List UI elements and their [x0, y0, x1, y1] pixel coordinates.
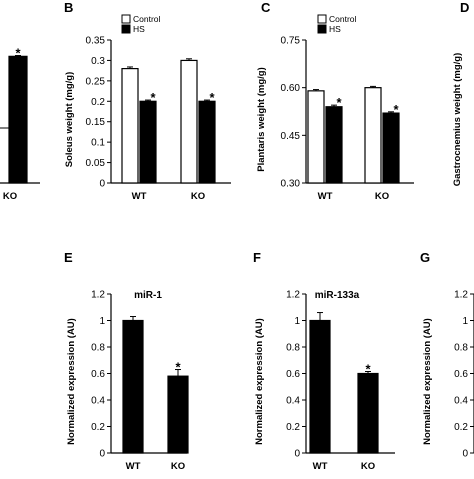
panel-c-y-tick-label: 0.30: [281, 179, 301, 190]
panel-f-y-tick-label: 0.4: [286, 396, 300, 407]
panel-g-y-tick-label: 0.4: [454, 396, 468, 407]
panel-d-y-label: Gastrocnemius weight (mg/g): [452, 53, 463, 187]
panel-b-legend-label: Control: [133, 14, 161, 24]
panel-c-significance-star: *: [336, 95, 342, 110]
panel-c-significance-star: *: [393, 102, 399, 117]
panel-c-bar: [307, 90, 325, 184]
panel-b-y-tick-label: 0.2: [91, 97, 105, 108]
panel-c-bar: [364, 87, 382, 184]
panel-e-title: miR-1: [134, 290, 162, 301]
panel-c-y-tick-label: 0.45: [281, 131, 301, 142]
panel-g-y-tick-label: 0.6: [454, 369, 468, 380]
panel-g-y-tick-label: 0: [462, 449, 468, 460]
panel-b-y-tick-label: 0.05: [86, 158, 106, 169]
panel-b-legend-label: HS: [133, 24, 145, 34]
panel-f-y-label: Normalized expression (AU): [254, 318, 265, 445]
panel-e-y-tick-label: 0: [99, 449, 105, 460]
panel-f-y-tick-label: 0.8: [286, 343, 300, 354]
panel-e-y-tick-label: 1.2: [91, 290, 105, 301]
panel-f-bar: [357, 372, 379, 454]
panel-f-y-tick-label: 1.2: [286, 290, 300, 301]
panel-f-category-label: WT: [313, 461, 328, 472]
panel-e-y-tick-label: 1: [99, 316, 105, 327]
panel-c-y-label: Plantaris weight (mg/g): [256, 67, 267, 172]
panel-b-y-tick-label: 0: [99, 179, 105, 190]
panel-e-y-tick-label: 0.2: [91, 422, 105, 433]
panel-b-bar: [121, 67, 139, 184]
panel-b-y-tick-label: 0.1: [91, 138, 105, 149]
panel-g-letter: G: [420, 250, 430, 265]
panel-f-y-tick-label: 0.6: [286, 369, 300, 380]
panel-a-significance-star: *: [15, 46, 21, 61]
panel-c-letter: C: [261, 0, 271, 15]
panel-f-y-tick-label: 0.2: [286, 422, 300, 433]
panel-f-significance-star: *: [365, 362, 371, 377]
panel-c-legend-label: Control: [329, 14, 357, 24]
panel-e-bar: [122, 319, 144, 454]
panel-b-bar: [198, 100, 216, 184]
panel-e-letter: E: [64, 250, 73, 265]
panel-g-y-tick-label: 1.2: [454, 290, 468, 301]
panel-a-bar: [8, 55, 28, 184]
panel-b-y-tick-label: 0.35: [86, 36, 106, 47]
panel-c-bar: [325, 106, 343, 184]
panel-e-y-tick-label: 0.6: [91, 369, 105, 380]
panel-g-y-label: Normalized expression (AU): [422, 318, 433, 445]
panel-c-legend-swatch-control: [317, 14, 327, 24]
panel-c-y-tick-label: 0.75: [281, 36, 301, 47]
panel-c-category-label: KO: [375, 191, 389, 202]
panel-f-y-tick-label: 0: [294, 449, 300, 460]
panel-d-letter: D: [460, 0, 469, 15]
panel-f-bar: [309, 319, 331, 454]
panel-b-y-label: Soleus weight (mg/g): [64, 72, 75, 168]
panel-a-category-label: KO: [3, 191, 17, 202]
panel-f-title: miR-133a: [315, 290, 360, 301]
panel-b-legend-swatch-hs: [121, 24, 131, 34]
panel-e-y-tick-label: 0.4: [91, 396, 105, 407]
panel-b-y-tick-label: 0.15: [86, 117, 106, 128]
panel-c-legend-label: HS: [329, 24, 341, 34]
panel-b-letter: B: [64, 0, 73, 15]
panel-b-category-label: WT: [132, 191, 147, 202]
panel-e-y-tick-label: 0.8: [91, 343, 105, 354]
panel-f-letter: F: [253, 250, 261, 265]
panel-b-legend-swatch-control: [121, 14, 131, 24]
panel-e-bar: [167, 375, 189, 454]
panel-c-bar: [382, 112, 400, 184]
panel-b-y-tick-label: 0.25: [86, 76, 106, 87]
panel-e-significance-star: *: [175, 360, 181, 375]
panel-e-category-label: KO: [171, 461, 185, 472]
panel-b-significance-star: *: [150, 90, 156, 105]
panel-e-y-label: Normalized expression (AU): [66, 318, 77, 445]
panel-e-category-label: WT: [126, 461, 141, 472]
panel-b-y-tick-label: 0.3: [91, 56, 105, 67]
panel-g-y-tick-label: 1: [462, 316, 468, 327]
panel-f-category-label: KO: [361, 461, 375, 472]
panel-b-bar: [180, 59, 198, 184]
panel-g-y-tick-label: 0.2: [454, 422, 468, 433]
panel-c-category-label: WT: [318, 191, 333, 202]
panel-c-y-tick-label: 0.60: [281, 83, 301, 94]
panel-b-bar: [139, 100, 157, 184]
panel-b-category-label: KO: [191, 191, 205, 202]
panel-f-y-tick-label: 1: [294, 316, 300, 327]
panel-b-significance-star: *: [209, 90, 215, 105]
panel-g-y-tick-label: 0.8: [454, 343, 468, 354]
panel-c-legend-swatch-hs: [317, 24, 327, 34]
